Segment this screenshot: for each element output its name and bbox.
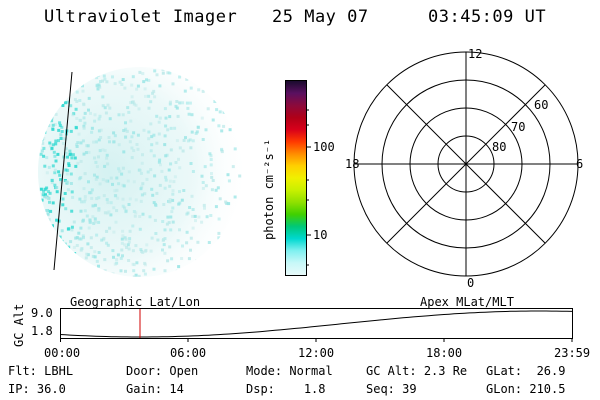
- info-dsp: Dsp: 1.8: [246, 382, 326, 396]
- app-title: Ultraviolet Imager: [44, 7, 238, 27]
- timeline-y-tick-1-8: 1.8: [31, 324, 53, 338]
- mlt-label-18: 18: [345, 157, 360, 171]
- polar-plot: [353, 51, 579, 277]
- info-flt: Flt: LBHL: [8, 364, 74, 378]
- info-door: Door: Open: [126, 364, 199, 378]
- info-glon: GLon: 210.5: [486, 382, 566, 396]
- info-gain: Gain: 14: [126, 382, 184, 396]
- timeline-frame: [60, 308, 573, 339]
- altitude-curve: [60, 310, 573, 338]
- mlt-label-12: 12: [468, 47, 483, 61]
- timeline-x-tick-2359: 23:59: [554, 346, 591, 360]
- altitude-timeline: [60, 308, 573, 342]
- colorbar-tick-10: 10: [313, 228, 328, 242]
- timeline-x-tick-1800: 18:00: [426, 346, 463, 360]
- mlt-label-6: 6: [576, 157, 584, 171]
- timeline-x-tick-1200: 12:00: [298, 346, 335, 360]
- colorbar-unit-label: photon cm⁻²s⁻¹: [262, 138, 276, 240]
- info-ip: IP: 36.0: [8, 382, 66, 396]
- colorbar-tick-100: 100: [313, 140, 335, 154]
- timeline-y-tick-9: 9.0: [31, 306, 53, 320]
- info-glat: GLat: 26.9: [486, 364, 566, 378]
- lat-label-70: 70: [511, 120, 526, 134]
- timeline-right-label: Apex MLat/MLT: [420, 295, 514, 309]
- timeline-left-label: Geographic Lat/Lon: [70, 295, 201, 309]
- timeline-x-tick-0000: 00:00: [44, 346, 81, 360]
- colorbar: [285, 80, 307, 276]
- timeline-y-title: GC Alt: [12, 303, 26, 347]
- date-label: 25 May 07: [272, 7, 369, 27]
- terminator-line: [53, 71, 73, 271]
- colorbar-gradient: [286, 81, 306, 275]
- info-gc-alt: GC Alt: 2.3 Re: [366, 364, 468, 378]
- lat-label-60: 60: [534, 98, 549, 112]
- time-label: 03:45:09 UT: [428, 7, 547, 27]
- lat-label-80: 80: [492, 140, 507, 154]
- timeline-x-tick-0600: 06:00: [170, 346, 207, 360]
- colorbar-axis: [307, 109, 311, 266]
- uv-earth-image: [38, 67, 242, 277]
- mlt-label-0: 0: [467, 276, 475, 290]
- polar-diagonal-2: [386, 84, 546, 244]
- info-mode: Mode: Normal: [246, 364, 333, 378]
- info-seq: Seq: 39: [366, 382, 417, 396]
